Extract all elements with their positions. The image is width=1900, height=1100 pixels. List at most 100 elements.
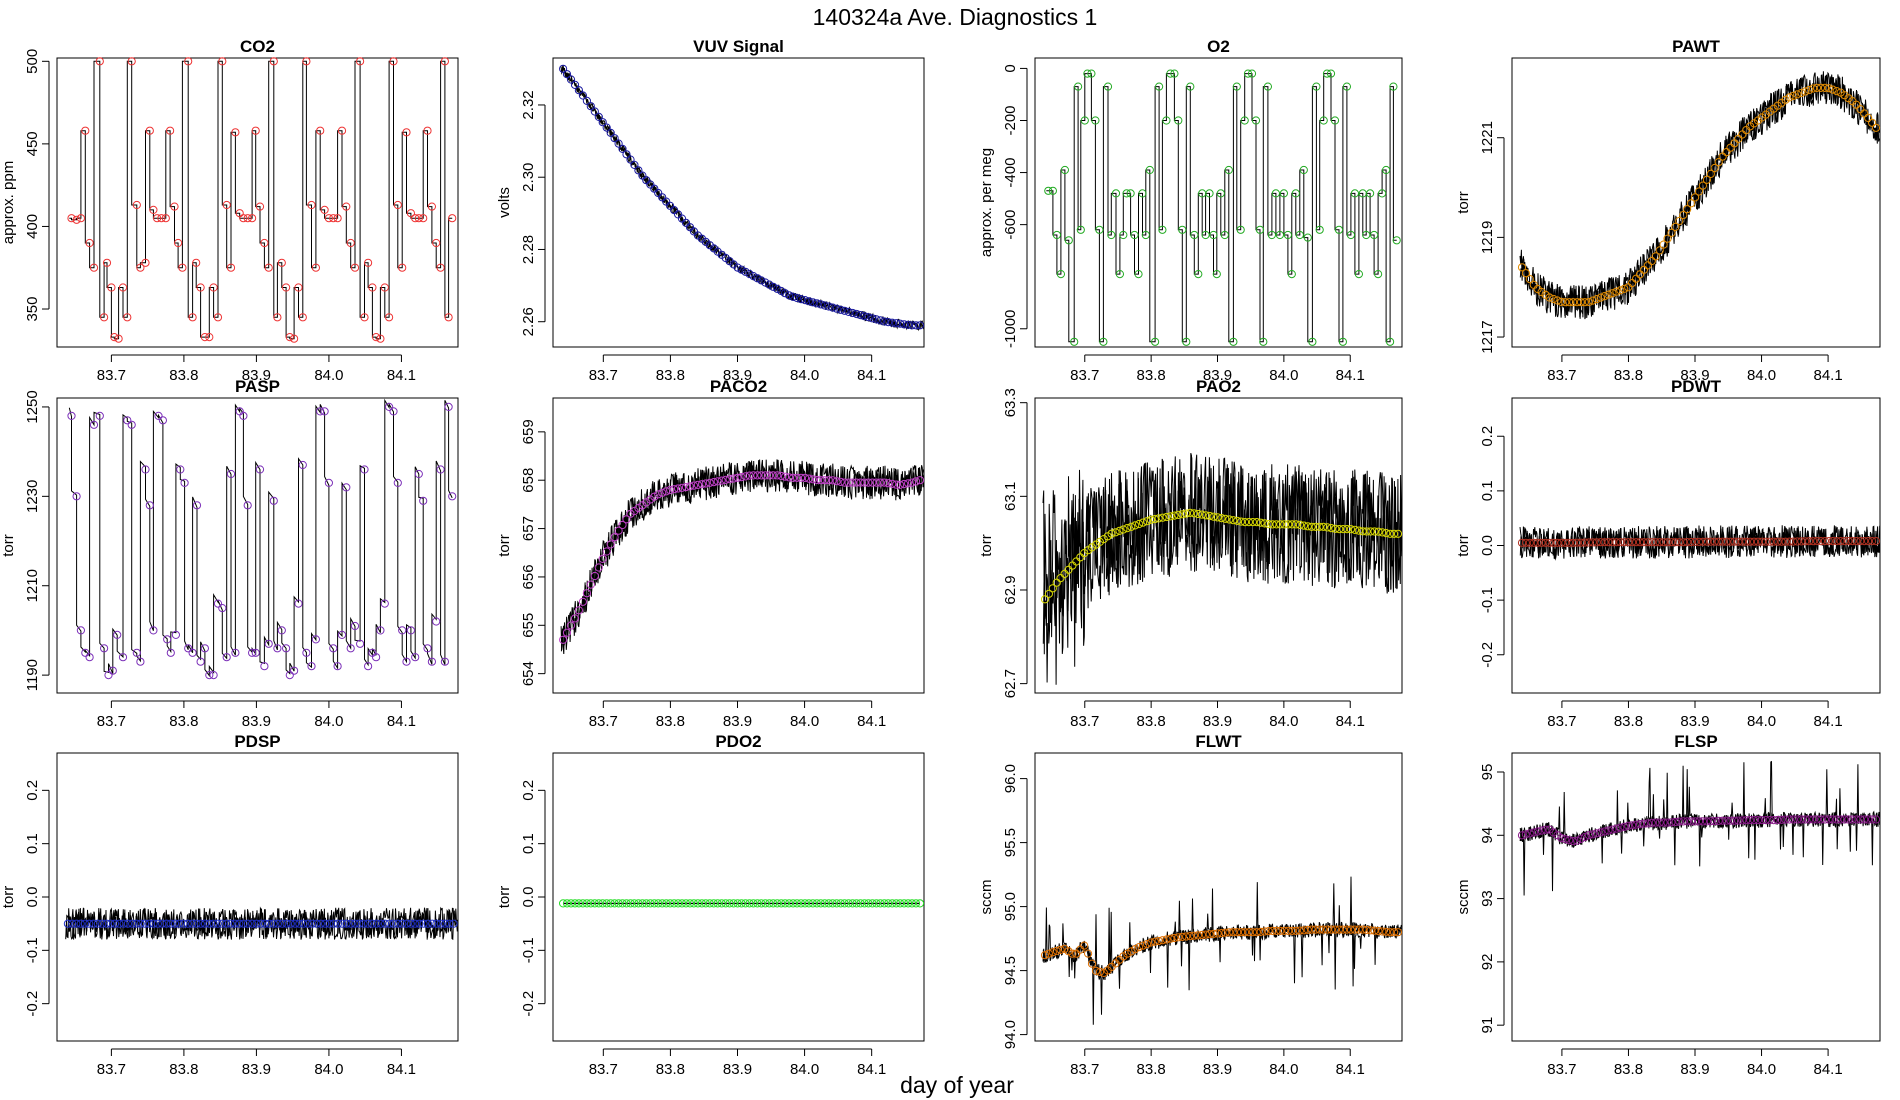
data-point bbox=[1119, 525, 1128, 534]
data-point bbox=[1632, 538, 1641, 547]
data-point bbox=[145, 501, 154, 510]
data-point bbox=[1276, 520, 1285, 529]
y-axis-label: torr bbox=[496, 534, 513, 557]
data-point bbox=[320, 205, 329, 214]
data-point bbox=[1781, 815, 1790, 824]
data-point bbox=[1694, 537, 1704, 547]
y-axis-label: torr bbox=[496, 886, 513, 909]
x-axis: 83.7 83.8 83.9 84.0 84.1 bbox=[1070, 1048, 1365, 1078]
data-point bbox=[1056, 945, 1065, 955]
data-point bbox=[95, 411, 104, 420]
data-point bbox=[1769, 816, 1778, 825]
data-point bbox=[781, 289, 790, 298]
raw-trace bbox=[1042, 876, 1402, 1025]
data-point bbox=[1331, 524, 1340, 533]
data-point bbox=[1080, 941, 1089, 950]
data-point bbox=[892, 319, 901, 328]
data-point bbox=[836, 899, 845, 908]
data-point bbox=[904, 899, 913, 908]
data-point bbox=[1635, 820, 1645, 829]
data-point bbox=[1370, 926, 1379, 935]
data-point bbox=[338, 919, 347, 928]
x-tick-label: 84.0 bbox=[314, 367, 343, 384]
data-point bbox=[282, 919, 291, 928]
data-point bbox=[1624, 538, 1633, 547]
data-point bbox=[1773, 815, 1782, 825]
data-point bbox=[1374, 927, 1383, 936]
data-point bbox=[1730, 816, 1739, 825]
data-point bbox=[1350, 525, 1360, 535]
data-point bbox=[1299, 926, 1309, 935]
data-point bbox=[239, 411, 248, 420]
data-point bbox=[1576, 298, 1586, 307]
data-point bbox=[346, 919, 355, 928]
data-point bbox=[1679, 211, 1688, 220]
data-point bbox=[1663, 538, 1672, 547]
data-point bbox=[1186, 932, 1195, 941]
x-tick-label: 83.9 bbox=[242, 713, 271, 730]
x-tick-label: 83.7 bbox=[589, 1061, 618, 1078]
data-point bbox=[1734, 816, 1743, 825]
data-point bbox=[630, 160, 639, 169]
data-point bbox=[1643, 819, 1653, 828]
data-point bbox=[119, 919, 128, 928]
data-point bbox=[757, 899, 766, 908]
data-point bbox=[1864, 537, 1873, 546]
data-point bbox=[1217, 514, 1226, 523]
data-point bbox=[1382, 529, 1391, 538]
data-point bbox=[1561, 835, 1570, 844]
data-point bbox=[1201, 511, 1210, 520]
data-point bbox=[372, 919, 381, 928]
data-point bbox=[141, 465, 150, 474]
data-point bbox=[1390, 928, 1399, 937]
data-point bbox=[1236, 225, 1245, 234]
data-point bbox=[1295, 230, 1304, 240]
data-point bbox=[1840, 815, 1849, 824]
data-point bbox=[1220, 230, 1229, 240]
data-point bbox=[1312, 82, 1321, 91]
data-point bbox=[1229, 928, 1238, 937]
data-point bbox=[1252, 928, 1261, 937]
data-point bbox=[1232, 82, 1241, 91]
data-point bbox=[1667, 818, 1676, 827]
data-point bbox=[1773, 537, 1782, 546]
data-point bbox=[1127, 522, 1136, 531]
data-point bbox=[291, 919, 300, 928]
data-point bbox=[1342, 82, 1352, 91]
data-point bbox=[235, 919, 244, 928]
data-point bbox=[93, 919, 103, 928]
x-tick-label: 83.8 bbox=[656, 367, 685, 384]
data-point bbox=[136, 919, 145, 928]
data-point bbox=[1639, 538, 1649, 547]
data-point bbox=[1342, 925, 1352, 934]
panel-title: O2 bbox=[1207, 37, 1230, 56]
trace-line bbox=[1046, 73, 1397, 343]
data-point bbox=[89, 919, 98, 928]
data-point bbox=[1284, 926, 1293, 936]
data-point bbox=[1824, 84, 1833, 93]
data-point bbox=[85, 653, 94, 662]
data-point bbox=[1651, 818, 1660, 827]
data-point bbox=[1620, 284, 1629, 293]
x-axis: 83.7 83.8 83.9 84.0 84.1 bbox=[1070, 700, 1365, 730]
data-point bbox=[1753, 537, 1763, 546]
data-point bbox=[1632, 820, 1641, 829]
average-markers bbox=[1517, 83, 1881, 307]
data-point bbox=[342, 202, 351, 211]
panel-flsp: FLSP sccm 83.7 83.8 83.9 84.0 84.1 91 92 93 94 95 bbox=[1455, 732, 1881, 1078]
data-point bbox=[1722, 537, 1731, 546]
data-point bbox=[808, 298, 818, 307]
data-point bbox=[1107, 230, 1116, 240]
data-point bbox=[1288, 520, 1297, 529]
data-point bbox=[205, 671, 214, 680]
data-point bbox=[634, 166, 643, 175]
data-point bbox=[1828, 537, 1837, 546]
data-point bbox=[1091, 116, 1100, 125]
data-point bbox=[1138, 941, 1148, 950]
data-point bbox=[307, 200, 316, 210]
data-point bbox=[1315, 925, 1324, 934]
data-point bbox=[264, 263, 273, 272]
data-point bbox=[299, 919, 308, 928]
y-axis-label: torr bbox=[0, 886, 17, 909]
data-point bbox=[1797, 537, 1806, 546]
